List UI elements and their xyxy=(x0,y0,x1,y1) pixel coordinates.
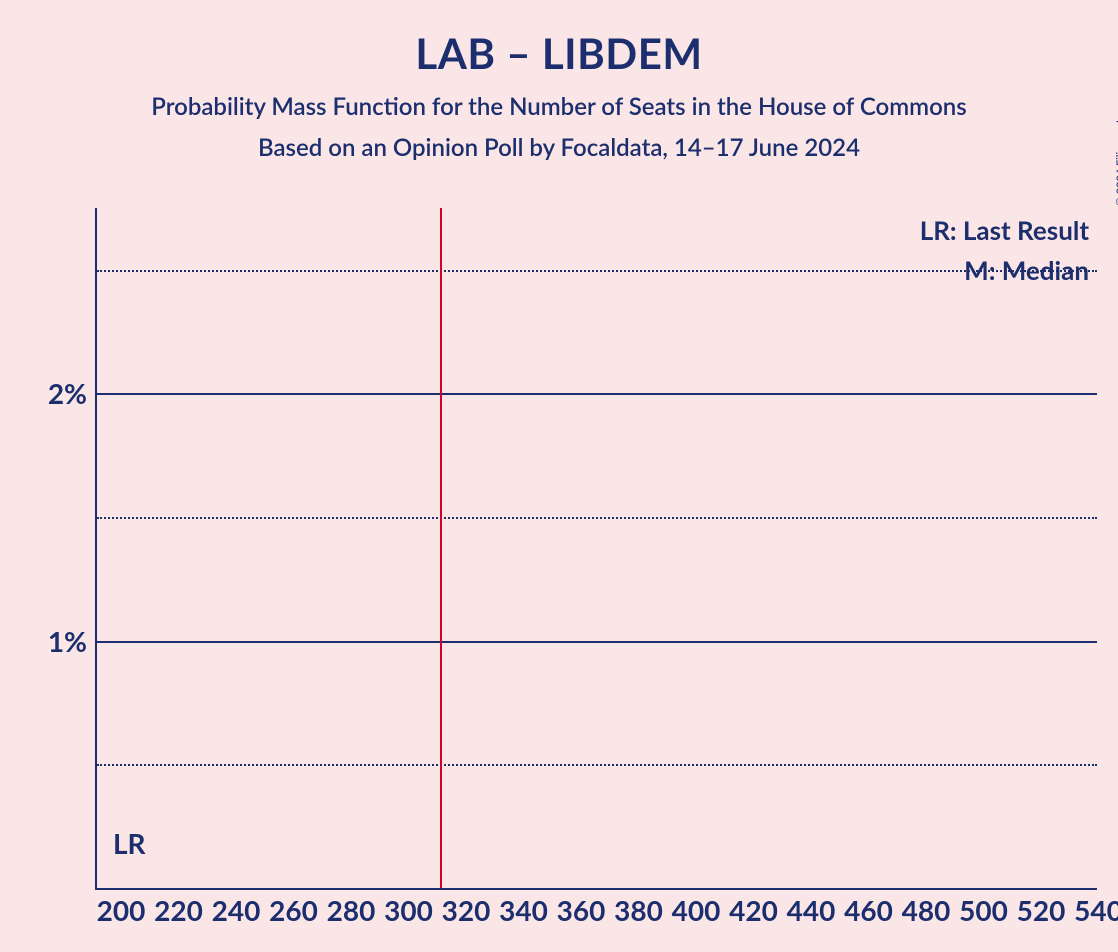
gridline-minor xyxy=(97,270,1097,272)
xtick-container: 2002202402602803003203403603804004204404… xyxy=(97,893,1097,933)
lr-vertical-line xyxy=(440,208,442,888)
ytick-label: 2% xyxy=(48,376,87,410)
xtick-label: 520 xyxy=(1017,893,1066,927)
xtick-label: 220 xyxy=(154,893,203,927)
gridline-major xyxy=(97,641,1097,643)
xtick-label: 460 xyxy=(844,893,893,927)
ytick-label: 1% xyxy=(48,624,87,658)
gridline-major xyxy=(97,393,1097,395)
plot-area: LR: Last Result M: Median LR 1%2%2002202… xyxy=(95,208,1097,890)
xtick-label: 400 xyxy=(672,893,721,927)
xtick-label: 280 xyxy=(327,893,376,927)
xtick-label: 540 xyxy=(1074,893,1118,927)
lr-marker-label: LR xyxy=(113,826,146,860)
xtick-label: 260 xyxy=(269,893,318,927)
xtick-label: 320 xyxy=(442,893,491,927)
xtick-label: 340 xyxy=(499,893,548,927)
gridline-minor xyxy=(97,517,1097,519)
xtick-label: 420 xyxy=(729,893,778,927)
xtick-label: 480 xyxy=(902,893,951,927)
gridline-minor xyxy=(97,764,1097,766)
chart-container: LAB – LIBDEM Probability Mass Function f… xyxy=(0,28,1118,952)
xtick-label: 240 xyxy=(212,893,261,927)
legend: LR: Last Result M: Median xyxy=(920,214,1089,294)
xtick-label: 300 xyxy=(384,893,433,927)
xtick-label: 200 xyxy=(97,893,146,927)
chart-subtitle-1: Probability Mass Function for the Number… xyxy=(0,92,1118,121)
copyright-text: © 2024 Filip van Laenen xyxy=(1114,88,1118,206)
legend-lr: LR: Last Result xyxy=(920,214,1089,246)
xtick-label: 380 xyxy=(614,893,663,927)
xtick-label: 500 xyxy=(959,893,1008,927)
xtick-label: 360 xyxy=(557,893,606,927)
xtick-label: 440 xyxy=(787,893,836,927)
chart-title: LAB – LIBDEM xyxy=(0,28,1118,78)
chart-subtitle-2: Based on an Opinion Poll by Focaldata, 1… xyxy=(0,133,1118,162)
